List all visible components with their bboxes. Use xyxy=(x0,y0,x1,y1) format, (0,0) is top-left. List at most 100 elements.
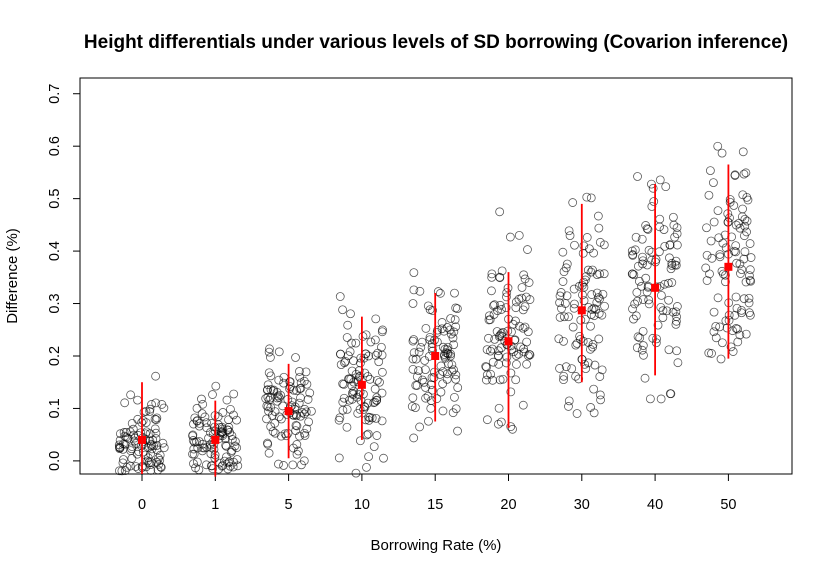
data-point xyxy=(289,411,299,420)
data-point xyxy=(291,426,301,436)
data-point xyxy=(453,383,463,392)
data-point xyxy=(155,456,165,465)
data-point xyxy=(660,279,670,289)
data-point xyxy=(486,369,495,379)
data-point xyxy=(637,281,646,291)
data-point xyxy=(349,377,359,387)
data-point xyxy=(117,466,127,476)
data-point xyxy=(742,227,751,237)
data-point xyxy=(496,417,506,427)
data-point xyxy=(266,385,276,394)
data-point xyxy=(299,456,309,466)
data-point xyxy=(276,414,286,424)
data-point xyxy=(490,334,500,344)
data-point xyxy=(279,378,289,388)
data-point xyxy=(281,431,291,441)
data-point xyxy=(116,429,125,439)
x-tick-label: 0 xyxy=(138,497,146,513)
data-point xyxy=(587,290,597,299)
data-point xyxy=(369,442,379,452)
data-point xyxy=(437,324,447,334)
data-point xyxy=(423,391,433,401)
data-point xyxy=(127,454,137,463)
data-point xyxy=(498,328,508,337)
data-point xyxy=(263,439,273,449)
data-point xyxy=(436,288,445,298)
data-point xyxy=(264,347,274,357)
data-point xyxy=(488,344,497,354)
data-point xyxy=(495,207,505,217)
data-point xyxy=(502,288,512,298)
data-point xyxy=(731,241,741,251)
data-point xyxy=(733,324,742,334)
data-point xyxy=(197,394,206,404)
data-point xyxy=(344,374,354,384)
data-point xyxy=(192,403,202,413)
data-point xyxy=(224,422,234,432)
data-point xyxy=(342,333,352,342)
data-point xyxy=(630,245,640,255)
data-point xyxy=(158,438,168,448)
data-point xyxy=(595,237,605,247)
data-point xyxy=(359,353,369,363)
data-point xyxy=(728,347,738,356)
data-point xyxy=(411,380,421,390)
data-point xyxy=(740,247,750,257)
data-point xyxy=(370,384,380,394)
data-point xyxy=(292,440,302,449)
data-point xyxy=(416,342,426,352)
data-point xyxy=(150,424,160,434)
data-point xyxy=(592,297,602,307)
data-point xyxy=(262,414,271,424)
data-point xyxy=(744,298,754,308)
data-point xyxy=(415,422,425,432)
data-point xyxy=(660,242,670,251)
mean-marker xyxy=(651,283,660,292)
data-point xyxy=(425,305,435,315)
data-point xyxy=(655,222,664,232)
data-point xyxy=(661,182,671,192)
data-point xyxy=(630,299,640,309)
data-point xyxy=(740,221,750,231)
data-point xyxy=(363,429,373,439)
data-point xyxy=(372,431,382,440)
data-point xyxy=(671,307,681,317)
data-point xyxy=(211,381,221,391)
data-point xyxy=(362,462,371,472)
data-point xyxy=(567,364,577,374)
data-point xyxy=(518,400,528,410)
data-point xyxy=(555,291,565,301)
data-point xyxy=(496,343,506,353)
data-point xyxy=(579,277,588,287)
data-point xyxy=(221,441,231,451)
data-point xyxy=(564,402,573,411)
data-point xyxy=(741,168,751,178)
data-point xyxy=(490,300,499,310)
data-point xyxy=(514,294,524,304)
data-point xyxy=(436,387,446,397)
data-point xyxy=(561,263,571,273)
data-point xyxy=(524,349,534,359)
data-point xyxy=(736,269,745,278)
data-point xyxy=(200,412,210,422)
data-point xyxy=(586,344,595,354)
data-point xyxy=(376,342,386,352)
data-point xyxy=(656,394,666,404)
data-point xyxy=(737,212,747,222)
data-point xyxy=(289,385,299,395)
data-point xyxy=(670,232,680,242)
data-point xyxy=(558,277,568,286)
data-point xyxy=(743,195,753,205)
data-point xyxy=(363,372,373,381)
data-point xyxy=(418,375,427,385)
data-point xyxy=(633,261,643,271)
data-point xyxy=(635,333,645,343)
data-point xyxy=(494,359,504,369)
data-point xyxy=(442,369,452,379)
data-point xyxy=(562,291,572,301)
data-point xyxy=(220,456,229,466)
data-point xyxy=(411,403,420,413)
data-point xyxy=(632,288,642,297)
data-point xyxy=(201,460,211,470)
data-point xyxy=(711,321,721,331)
